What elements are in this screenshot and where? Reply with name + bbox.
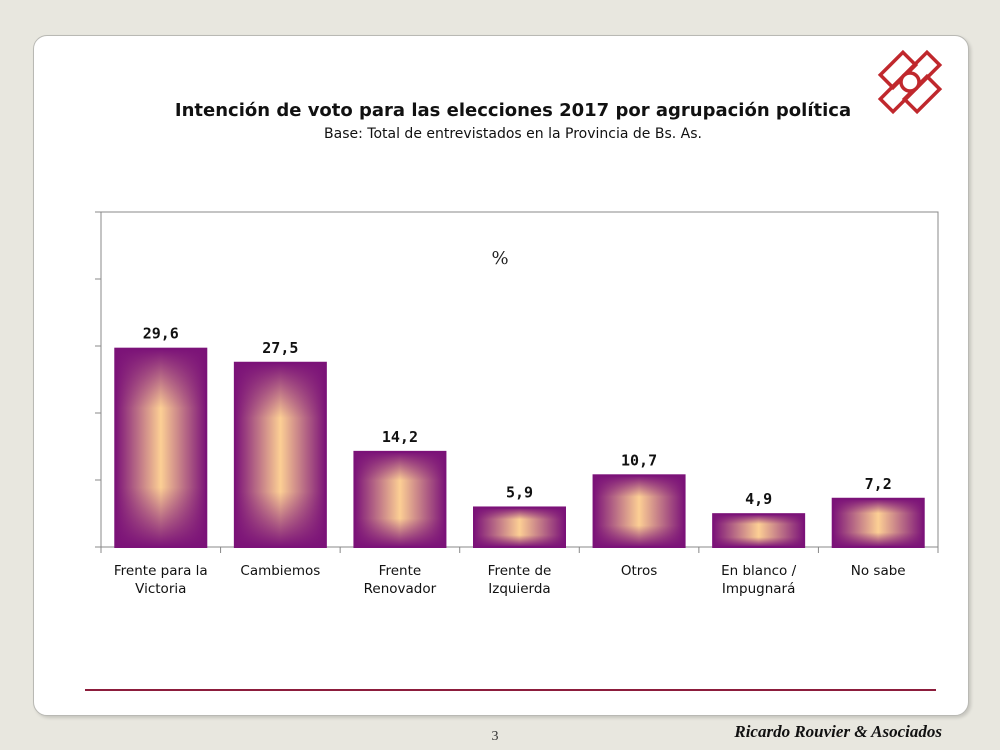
x-tick-label: Impugnará	[722, 581, 795, 597]
x-tick-label: Frente para la	[114, 563, 208, 579]
data-label: 14,2	[382, 428, 418, 446]
x-tick-label: Frente	[379, 563, 422, 579]
bar-group: 27,5 Cambiemos	[233, 339, 327, 579]
x-tick-label: Renovador	[364, 581, 437, 597]
data-label: 10,7	[621, 451, 657, 469]
bar-group: 29,6 Frente para la Victoria	[114, 325, 208, 597]
unit-label: %	[491, 248, 509, 269]
bar-shade	[354, 451, 446, 547]
bar-shade	[234, 362, 326, 547]
data-label: 27,5	[262, 339, 298, 357]
bar-shade	[832, 498, 924, 547]
data-label: 7,2	[865, 475, 892, 493]
bar-group: 5,9 Frente de Izquierda	[473, 483, 566, 597]
bar-outline	[592, 474, 686, 548]
chart-title: Intención de voto para las elecciones 20…	[174, 100, 852, 121]
page-number: 3	[491, 729, 499, 744]
data-label: 29,6	[143, 325, 179, 343]
x-tick-label: Otros	[621, 563, 657, 579]
bar-outline	[233, 361, 327, 548]
bar-group: 7,2 No sabe	[831, 475, 925, 579]
footer-rule	[85, 689, 936, 691]
x-tick-label: No sabe	[851, 563, 906, 579]
bar-group: 4,9 En blanco / Impugnará	[712, 490, 806, 597]
chart-subtitle: Base: Total de entrevistados en la Provi…	[324, 126, 702, 142]
bar-shade	[474, 507, 565, 547]
data-label: 4,9	[745, 490, 772, 508]
bar-group: 14,2 Frente Renovador	[353, 428, 447, 597]
bar-outline	[114, 347, 208, 548]
x-tick-label: Victoria	[135, 581, 186, 597]
brand-name: Ricardo Rouvier & Asociados	[734, 722, 942, 741]
x-tick-label: Izquierda	[488, 581, 550, 597]
bar-shade	[593, 475, 685, 547]
bar-outline	[712, 513, 806, 548]
bar-outline	[473, 506, 566, 548]
bar-group: 10,7 Otros	[592, 451, 686, 579]
data-label: 5,9	[506, 483, 533, 501]
x-tick-label: Frente de	[488, 563, 552, 579]
bar-outline	[353, 450, 447, 548]
x-tick-label: Cambiemos	[240, 563, 320, 579]
bar-shade	[115, 348, 207, 547]
logo-icon	[877, 49, 943, 115]
bar-outline	[831, 497, 925, 549]
bar-shade	[713, 514, 805, 547]
x-tick-label: En blanco /	[721, 563, 796, 579]
